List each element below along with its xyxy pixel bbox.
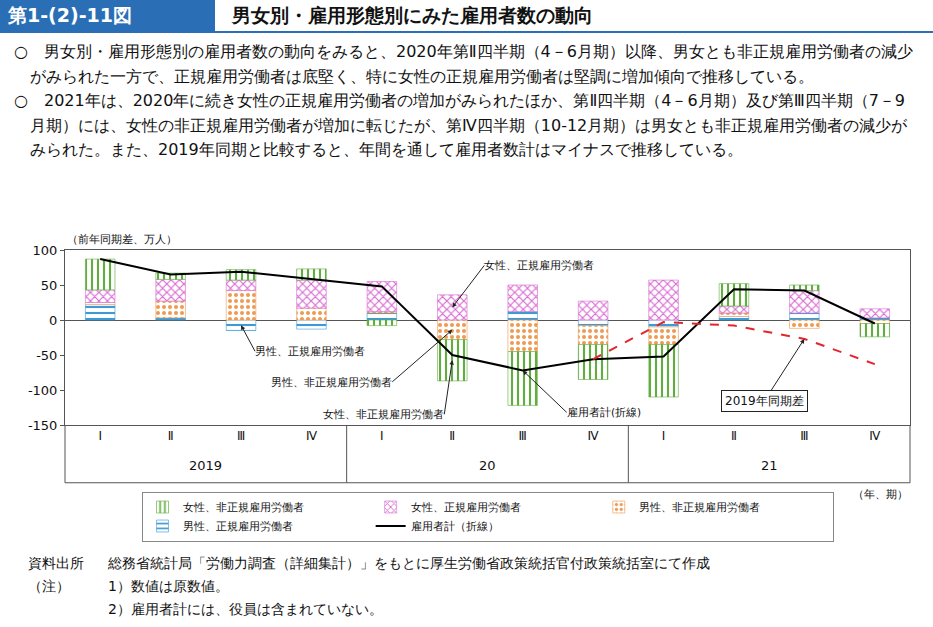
svg-text:男性、正規雇用労働者: 男性、正規雇用労働者 <box>183 520 293 533</box>
svg-text:Ⅱ: Ⅱ <box>731 429 737 443</box>
svg-text:男性、正規雇用労働者: 男性、正規雇用労働者 <box>255 345 365 357</box>
svg-text:Ⅳ: Ⅳ <box>869 429 880 443</box>
svg-text:50: 50 <box>41 278 58 293</box>
html-text:資料出所: 資料出所 <box>28 555 84 571</box>
svg-text:Ⅱ: Ⅱ <box>168 429 174 443</box>
svg-text:100: 100 <box>33 243 58 258</box>
svg-text:（前年同期差、万人）: （前年同期差、万人） <box>67 233 177 246</box>
svg-text:Ⅰ: Ⅰ <box>662 429 666 443</box>
html-text:男女別・雇用形態別にみた雇用者数の動向: 男女別・雇用形態別にみた雇用者数の動向 <box>232 4 593 26</box>
svg-text:2019: 2019 <box>189 458 222 473</box>
svg-text:Ⅲ: Ⅲ <box>519 429 527 443</box>
svg-text:女性、非正規雇用労働者: 女性、非正規雇用労働者 <box>183 501 304 514</box>
html-text:（注）: （注） <box>28 578 70 594</box>
html-text:1）数値は原数値。: 1）数値は原数値。 <box>108 578 229 594</box>
svg-text:20: 20 <box>479 458 496 473</box>
html-text:総務省統計局「労働力調査（詳細集計）」をもとに厚生労働省政策: 総務省統計局「労働力調査（詳細集計）」をもとに厚生労働省政策統括官付政策統括室に… <box>108 555 710 571</box>
svg-text:雇用者計(折線): 雇用者計(折線) <box>567 406 641 418</box>
svg-text:男性、非正規雇用労働者: 男性、非正規雇用労働者 <box>639 501 760 514</box>
svg-text:0: 0 <box>49 313 57 328</box>
svg-text:女性、正規雇用労働者: 女性、正規雇用労働者 <box>484 259 594 271</box>
svg-text:21: 21 <box>761 458 778 473</box>
svg-text:Ⅱ: Ⅱ <box>449 429 455 443</box>
svg-text:-50: -50 <box>36 348 57 363</box>
svg-text:-100: -100 <box>28 383 58 398</box>
svg-text:Ⅰ: Ⅰ <box>380 429 384 443</box>
svg-text:（年、期）: （年、期） <box>853 488 908 501</box>
svg-text:男性、非正規雇用労働者: 男性、非正規雇用労働者 <box>271 376 392 388</box>
html-text:○ 男女別・雇用形態別の雇用者数の動向をみると、2020年第: ○ 男女別・雇用形態別の雇用者数の動向をみると、2020年第Ⅱ四半期（4－6月期… <box>14 42 913 86</box>
html-text:2）雇用者計には、役員は含まれていない。: 2）雇用者計には、役員は含まれていない。 <box>108 601 383 617</box>
svg-text:Ⅲ: Ⅲ <box>237 429 245 443</box>
svg-text:-150: -150 <box>28 418 58 433</box>
svg-text:雇用者計（折線）: 雇用者計（折線） <box>411 520 499 533</box>
svg-text:Ⅲ: Ⅲ <box>800 429 808 443</box>
svg-text:Ⅳ: Ⅳ <box>588 429 599 443</box>
svg-text:女性、非正規雇用労働者: 女性、非正規雇用労働者 <box>323 408 444 420</box>
svg-text:Ⅳ: Ⅳ <box>306 429 317 443</box>
svg-text:2019年同期差: 2019年同期差 <box>725 394 804 408</box>
html-text:○ 2021年は、2020年に続き女性の正規雇用労働者の増加: ○ 2021年は、2020年に続き女性の正規雇用労働者の増加がみられたほか、第Ⅱ… <box>14 91 908 159</box>
svg-text:Ⅰ: Ⅰ <box>98 429 102 443</box>
html-text:第1-(2)-11図: 第1-(2)-11図 <box>8 4 132 26</box>
svg-text:女性、正規雇用労働者: 女性、正規雇用労働者 <box>411 501 521 514</box>
